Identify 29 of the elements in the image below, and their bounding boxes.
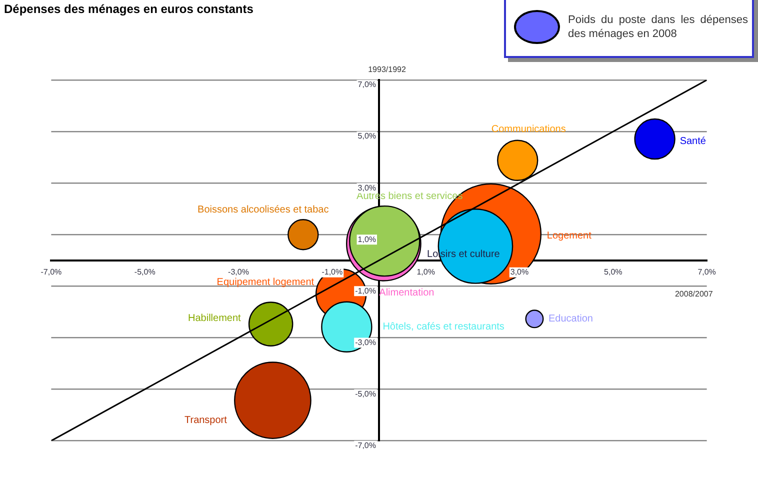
y-tick-label: 1,0% [358,234,376,244]
x-tick-label: 3,0% [510,268,529,277]
series-label: Hôtels, cafés et restaurants [382,322,504,333]
series-label: Transport [184,415,228,426]
y-tick-label: -7,0% [355,441,376,450]
x-tick-label: -5,0% [134,268,156,277]
y-tick-label: -1,0% [355,286,376,296]
x-tick-label: 5,0% [604,268,622,277]
x-tick-label: -3,0% [228,268,249,277]
y-tick-label: -5,0% [355,389,376,398]
series-label: Santé [680,136,706,147]
series-label: Logement [546,230,592,242]
series-label: Boissons alcoolisées et tabac [198,204,329,216]
x-tick-label: 1,0% [416,268,435,277]
x-tick-label: -7,0% [40,268,62,277]
series-label: Equipement logement [216,276,314,288]
y-tick-label: 5,0% [358,132,376,141]
legend-title: Poids du poste dans les dépenses des ménages en 2008 [568,13,749,41]
y-tick-label: -3,0% [355,338,376,347]
series-label: Communications [491,124,566,136]
x-axis-title: 2008/2007 [674,290,714,299]
chart-title: Dépenses des ménages en euros constants [4,2,254,16]
y-axis-title: 1993/1992 [368,65,406,74]
x-tick-label: -1,0% [322,268,343,277]
y-tick-label: 7,0% [358,80,376,90]
y-tick-label: 3,0% [358,183,376,192]
series-label: Education [548,314,593,325]
series-label: Habillement [188,312,242,324]
x-tick-label: 7,0% [698,268,716,277]
